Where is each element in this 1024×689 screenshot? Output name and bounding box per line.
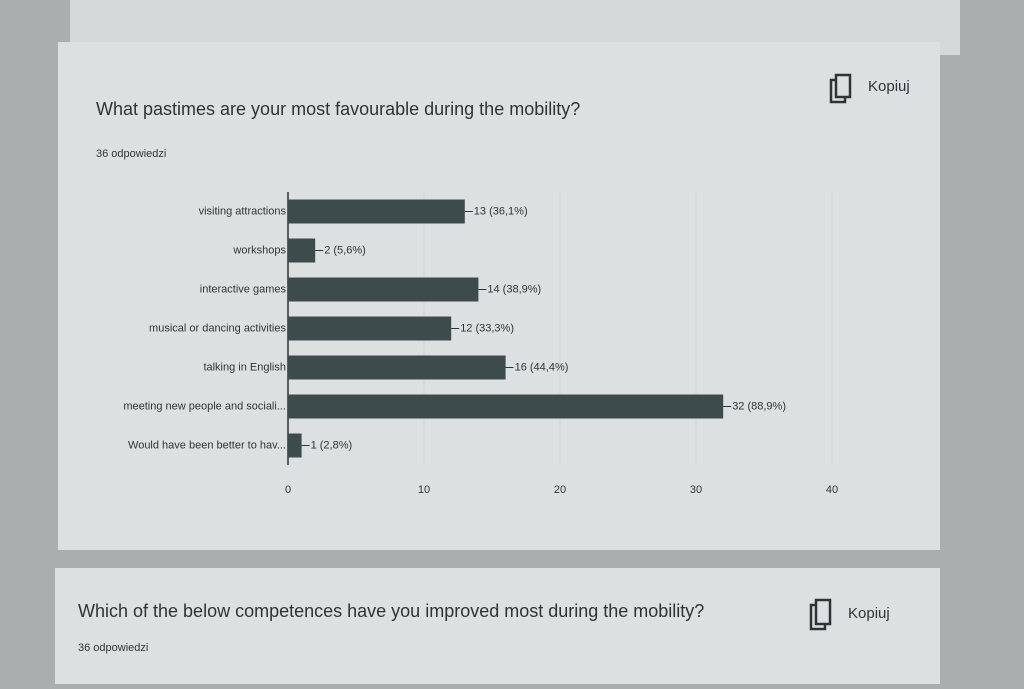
y-tick-label: visiting attractions: [199, 205, 287, 217]
question-title: What pastimes are your most favourable d…: [96, 99, 580, 119]
x-tick-label: 20: [554, 484, 566, 496]
response-count: 36 odpowiedzi: [78, 642, 148, 654]
y-tick-label: workshops: [232, 244, 286, 256]
y-tick-label: musical or dancing activities: [149, 322, 286, 334]
bar: [288, 355, 506, 380]
value-label: 12 (33,3%): [460, 322, 514, 334]
value-label: 14 (38,9%): [487, 283, 541, 295]
value-label: 2 (5,6%): [324, 244, 366, 256]
x-tick-label: 30: [690, 484, 702, 496]
value-label: 16 (44,4%): [515, 361, 569, 373]
bar: [288, 277, 479, 302]
y-tick-label: meeting new people and sociali...: [123, 400, 286, 412]
copy-label: Kopiuj: [848, 605, 890, 622]
y-tick-label: talking in English: [203, 361, 286, 373]
x-tick-label: 0: [285, 484, 291, 496]
value-label: 13 (36,1%): [474, 205, 528, 217]
copy-icon: [814, 598, 832, 626]
question-title: Which of the below competences have you …: [78, 601, 704, 621]
value-label: 1 (2,8%): [311, 439, 353, 451]
copy-button[interactable]: Kopiuj: [809, 598, 890, 631]
value-label: 32 (88,9%): [732, 400, 786, 412]
y-tick-label: interactive games: [200, 283, 287, 295]
bar: [288, 238, 316, 263]
bar: [288, 394, 724, 419]
y-tick-label: Would have been better to hav...: [128, 439, 286, 451]
bar: [288, 433, 302, 458]
x-tick-label: 10: [418, 484, 430, 496]
response-count: 36 odpowiedzi: [96, 148, 166, 160]
copy-label: Kopiuj: [868, 78, 910, 95]
next-card: [55, 568, 940, 684]
x-tick-label: 40: [826, 484, 838, 496]
copy-button[interactable]: Kopiuj: [829, 73, 910, 104]
plot: 0 10 20 30 40 visiting attractions 13 (36,1%) w…: [123, 192, 838, 496]
copy-icon: [834, 73, 852, 99]
bar: [288, 199, 465, 224]
bar: [288, 316, 452, 341]
chart-card: [58, 42, 940, 550]
